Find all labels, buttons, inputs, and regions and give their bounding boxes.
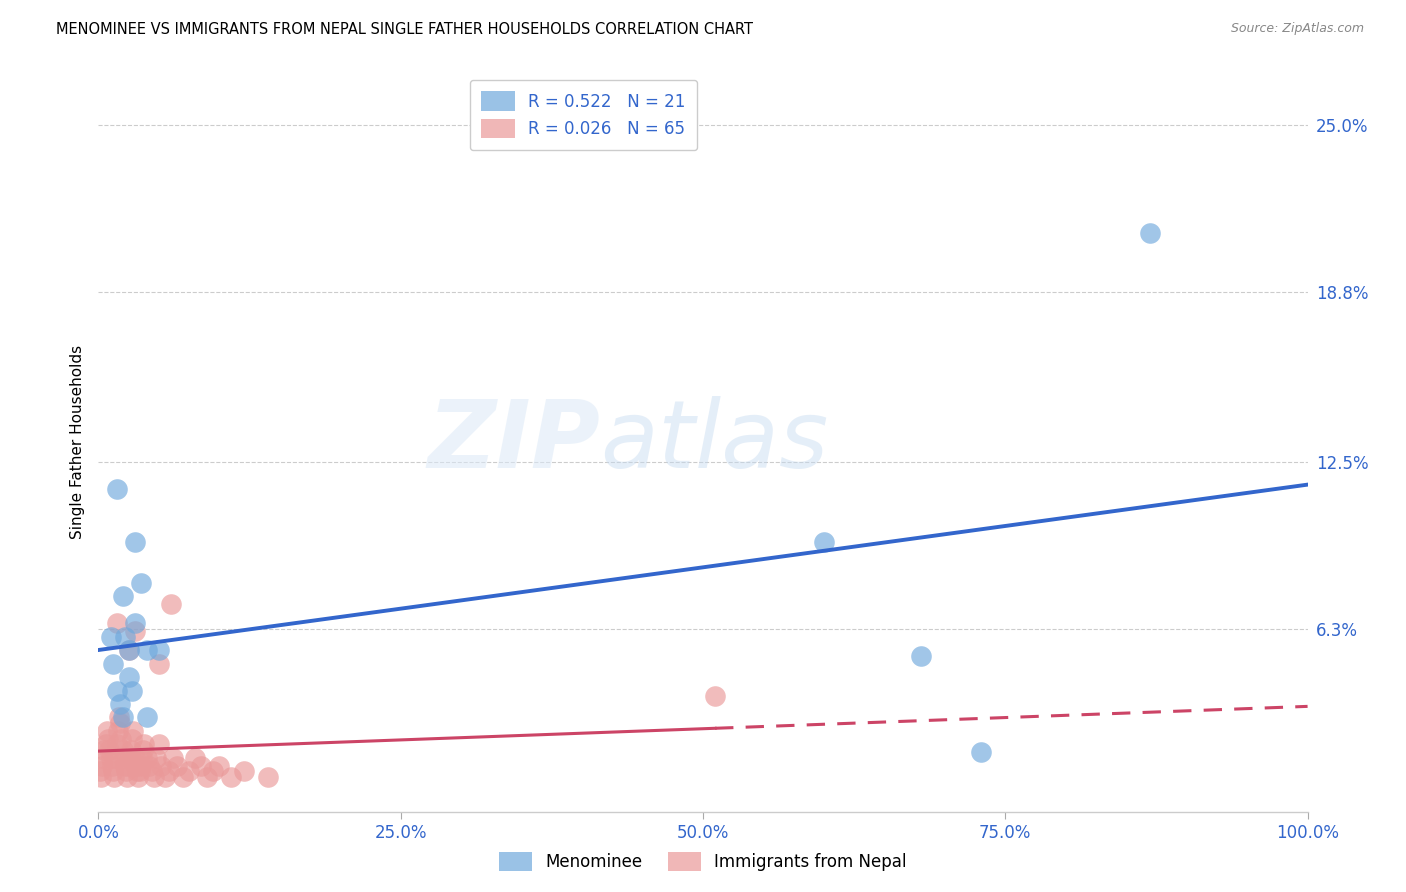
Point: [107, 723, 129, 738]
Point: [132, 743, 155, 757]
Point: [112, 751, 135, 765]
Point: [111, 743, 134, 757]
Point: [124, 624, 146, 639]
Point: [120, 743, 142, 757]
Point: [94, 738, 117, 752]
Point: [118, 643, 141, 657]
Point: [100, 630, 122, 644]
Point: [91, 759, 114, 773]
Point: [111, 710, 134, 724]
Point: [121, 732, 143, 747]
Point: [89, 764, 111, 779]
Point: [143, 770, 166, 784]
Point: [110, 732, 132, 747]
Point: [129, 575, 152, 590]
Point: [97, 732, 120, 747]
Point: [117, 770, 139, 784]
Legend: Menominee, Immigrants from Nepal: Menominee, Immigrants from Nepal: [491, 843, 915, 880]
Point: [190, 759, 212, 773]
Point: [105, 482, 128, 496]
Point: [157, 764, 180, 779]
Point: [145, 751, 167, 765]
Point: [114, 630, 136, 644]
Point: [813, 535, 835, 549]
Point: [127, 764, 149, 779]
Point: [141, 764, 163, 779]
Point: [118, 670, 141, 684]
Point: [105, 738, 128, 752]
Point: [202, 764, 225, 779]
Point: [148, 738, 170, 752]
Point: [122, 723, 145, 738]
Point: [162, 751, 184, 765]
Point: [153, 770, 176, 784]
Point: [704, 689, 727, 703]
Point: [101, 657, 124, 671]
Text: MENOMINEE VS IMMIGRANTS FROM NEPAL SINGLE FATHER HOUSEHOLDS CORRELATION CHART: MENOMINEE VS IMMIGRANTS FROM NEPAL SINGL…: [56, 22, 754, 37]
Point: [105, 616, 128, 631]
Point: [111, 590, 134, 604]
Point: [970, 746, 993, 760]
Point: [118, 759, 141, 773]
Point: [124, 616, 146, 631]
Point: [166, 759, 188, 773]
Point: [131, 751, 153, 765]
Point: [100, 759, 122, 773]
Point: [108, 710, 131, 724]
Point: [100, 751, 122, 765]
Point: [148, 657, 170, 671]
Point: [108, 697, 131, 711]
Point: [172, 770, 194, 784]
Point: [129, 759, 152, 773]
Point: [125, 759, 148, 773]
Point: [118, 643, 141, 657]
Point: [160, 598, 183, 612]
Text: atlas: atlas: [600, 396, 828, 487]
Point: [118, 751, 141, 765]
Point: [184, 751, 207, 765]
Point: [90, 770, 112, 784]
Point: [93, 743, 115, 757]
Point: [179, 764, 201, 779]
Point: [121, 683, 143, 698]
Point: [150, 759, 173, 773]
Point: [91, 751, 114, 765]
Point: [101, 764, 124, 779]
Point: [98, 743, 121, 757]
Point: [124, 535, 146, 549]
Point: [138, 759, 160, 773]
Text: ZIP: ZIP: [427, 395, 600, 488]
Point: [910, 648, 932, 663]
Point: [134, 738, 156, 752]
Point: [108, 715, 131, 730]
Point: [103, 770, 125, 784]
Legend: R = 0.522   N = 21, R = 0.026   N = 65: R = 0.522 N = 21, R = 0.026 N = 65: [470, 79, 697, 150]
Point: [148, 643, 170, 657]
Point: [135, 751, 157, 765]
Point: [96, 723, 118, 738]
Point: [114, 759, 136, 773]
Point: [127, 770, 149, 784]
Point: [256, 770, 278, 784]
Point: [135, 710, 157, 724]
Point: [135, 643, 157, 657]
Point: [232, 764, 254, 779]
Point: [105, 683, 128, 698]
Point: [221, 770, 243, 784]
Point: [124, 751, 146, 765]
Y-axis label: Single Father Households: Single Father Households: [69, 344, 84, 539]
Point: [195, 770, 218, 784]
Point: [208, 759, 231, 773]
Point: [128, 764, 150, 779]
Point: [115, 764, 138, 779]
Point: [1139, 226, 1161, 240]
Text: Source: ZipAtlas.com: Source: ZipAtlas.com: [1230, 22, 1364, 36]
Point: [104, 751, 127, 765]
